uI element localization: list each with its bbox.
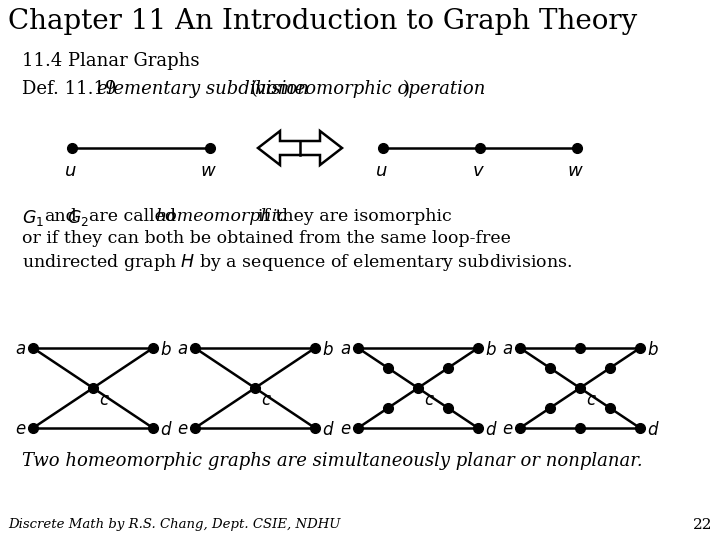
Text: 22: 22 [693,518,712,532]
Text: $c$: $c$ [99,392,110,409]
Text: $v$: $v$ [472,162,485,180]
Text: homeomorphic operation: homeomorphic operation [255,80,485,98]
Text: $u$: $u$ [374,162,387,180]
Text: $e$: $e$ [14,422,26,438]
Text: $c$: $c$ [261,392,272,409]
Text: $c$: $c$ [586,392,597,409]
Text: $b$: $b$ [485,341,497,359]
Text: $e$: $e$ [340,422,351,438]
Text: $b$: $b$ [160,341,172,359]
Text: $a$: $a$ [340,341,351,359]
Text: Def. 11.19: Def. 11.19 [22,80,122,98]
Text: Two homeomorphic graphs are simultaneously planar or nonplanar.: Two homeomorphic graphs are simultaneous… [22,452,643,470]
Text: Discrete Math by R.S. Chang, Dept. CSIE, NDHU: Discrete Math by R.S. Chang, Dept. CSIE,… [8,518,341,531]
Text: $d$: $d$ [485,421,498,439]
Text: $b$: $b$ [322,341,334,359]
Text: and: and [44,208,77,225]
Text: $u$: $u$ [63,162,76,180]
Text: elementary subdivision: elementary subdivision [97,80,309,98]
Text: $c$: $c$ [424,392,435,409]
Text: $G_2$: $G_2$ [67,208,89,228]
Text: Chapter 11 An Introduction to Graph Theory: Chapter 11 An Introduction to Graph Theo… [8,8,637,35]
Text: are called: are called [89,208,176,225]
Text: $a$: $a$ [15,341,26,359]
Text: $d$: $d$ [160,421,173,439]
Text: $e$: $e$ [502,422,513,438]
Text: $d$: $d$ [322,421,335,439]
Text: $a$: $a$ [177,341,188,359]
Text: $b$: $b$ [647,341,659,359]
Text: $G_1$: $G_1$ [22,208,44,228]
Text: homeomorphic: homeomorphic [155,208,287,225]
Text: $w$: $w$ [199,162,217,180]
Text: 11.4 Planar Graphs: 11.4 Planar Graphs [22,52,199,70]
Text: undirected graph $H$ by a sequence of elementary subdivisions.: undirected graph $H$ by a sequence of el… [22,252,572,273]
Text: $w$: $w$ [567,162,583,180]
Text: ): ) [403,80,410,98]
Text: $a$: $a$ [502,341,513,359]
Text: $e$: $e$ [176,422,188,438]
Text: if they are isomorphic: if they are isomorphic [258,208,451,225]
Text: or if they can both be obtained from the same loop-free: or if they can both be obtained from the… [22,230,511,247]
Text: $d$: $d$ [647,421,660,439]
Text: (: ( [245,80,258,98]
